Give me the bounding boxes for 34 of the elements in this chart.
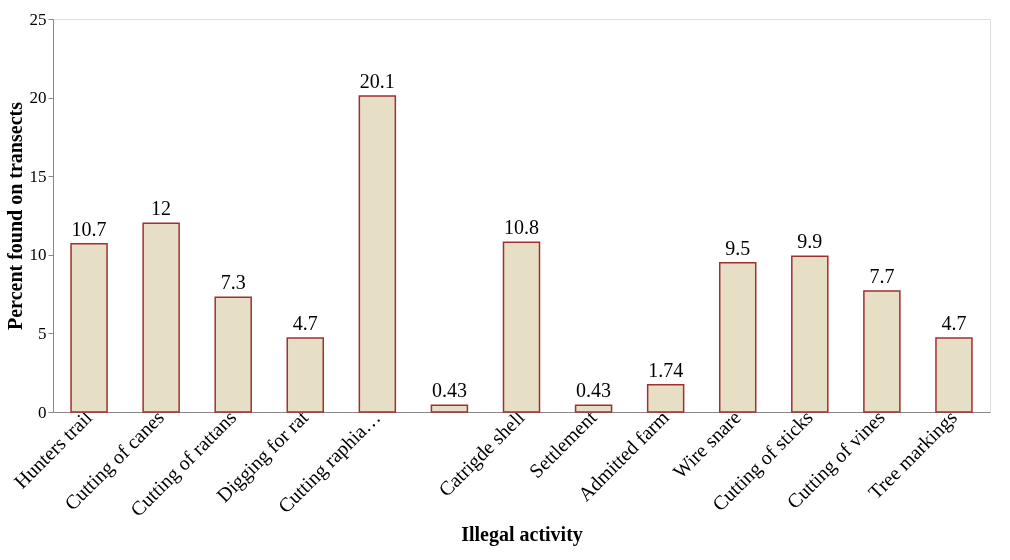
data-label: 0.43: [431, 379, 467, 402]
bar: [863, 290, 901, 413]
y-tick-label: 0: [38, 402, 47, 422]
bar: [574, 404, 613, 413]
bar: [430, 404, 469, 413]
data-label: 10.7: [71, 217, 107, 240]
y-tick-label: 25: [29, 9, 47, 29]
bar: [502, 241, 541, 413]
bar: [286, 337, 325, 413]
data-label: 20.1: [359, 70, 395, 93]
data-label: 4.7: [292, 312, 318, 335]
data-label: 12: [151, 197, 172, 220]
data-label: 9.9: [797, 230, 823, 253]
y-tick-label: 15: [29, 166, 47, 186]
data-label: 7.7: [869, 264, 895, 287]
bar: [646, 383, 685, 413]
data-label: 9.5: [725, 236, 751, 259]
data-label: 10.8: [504, 216, 539, 239]
data-label: 7.3: [220, 271, 246, 294]
data-label: 4.7: [941, 312, 967, 335]
y-tick-label: 10: [29, 245, 47, 265]
bar: [70, 243, 108, 413]
data-label: 0.43: [576, 379, 612, 402]
bar: [142, 222, 180, 413]
bar: [358, 95, 397, 413]
x-axis-title: Illegal activity: [461, 522, 583, 546]
y-axis-title: Percent found on transects: [3, 101, 26, 330]
bar: [214, 296, 252, 413]
bar: [718, 261, 757, 413]
y-tick-label: 5: [38, 323, 47, 343]
data-label: 1.74: [648, 358, 684, 381]
bar: [791, 255, 829, 413]
y-tick-label: 20: [29, 88, 47, 108]
bar: [935, 337, 973, 413]
